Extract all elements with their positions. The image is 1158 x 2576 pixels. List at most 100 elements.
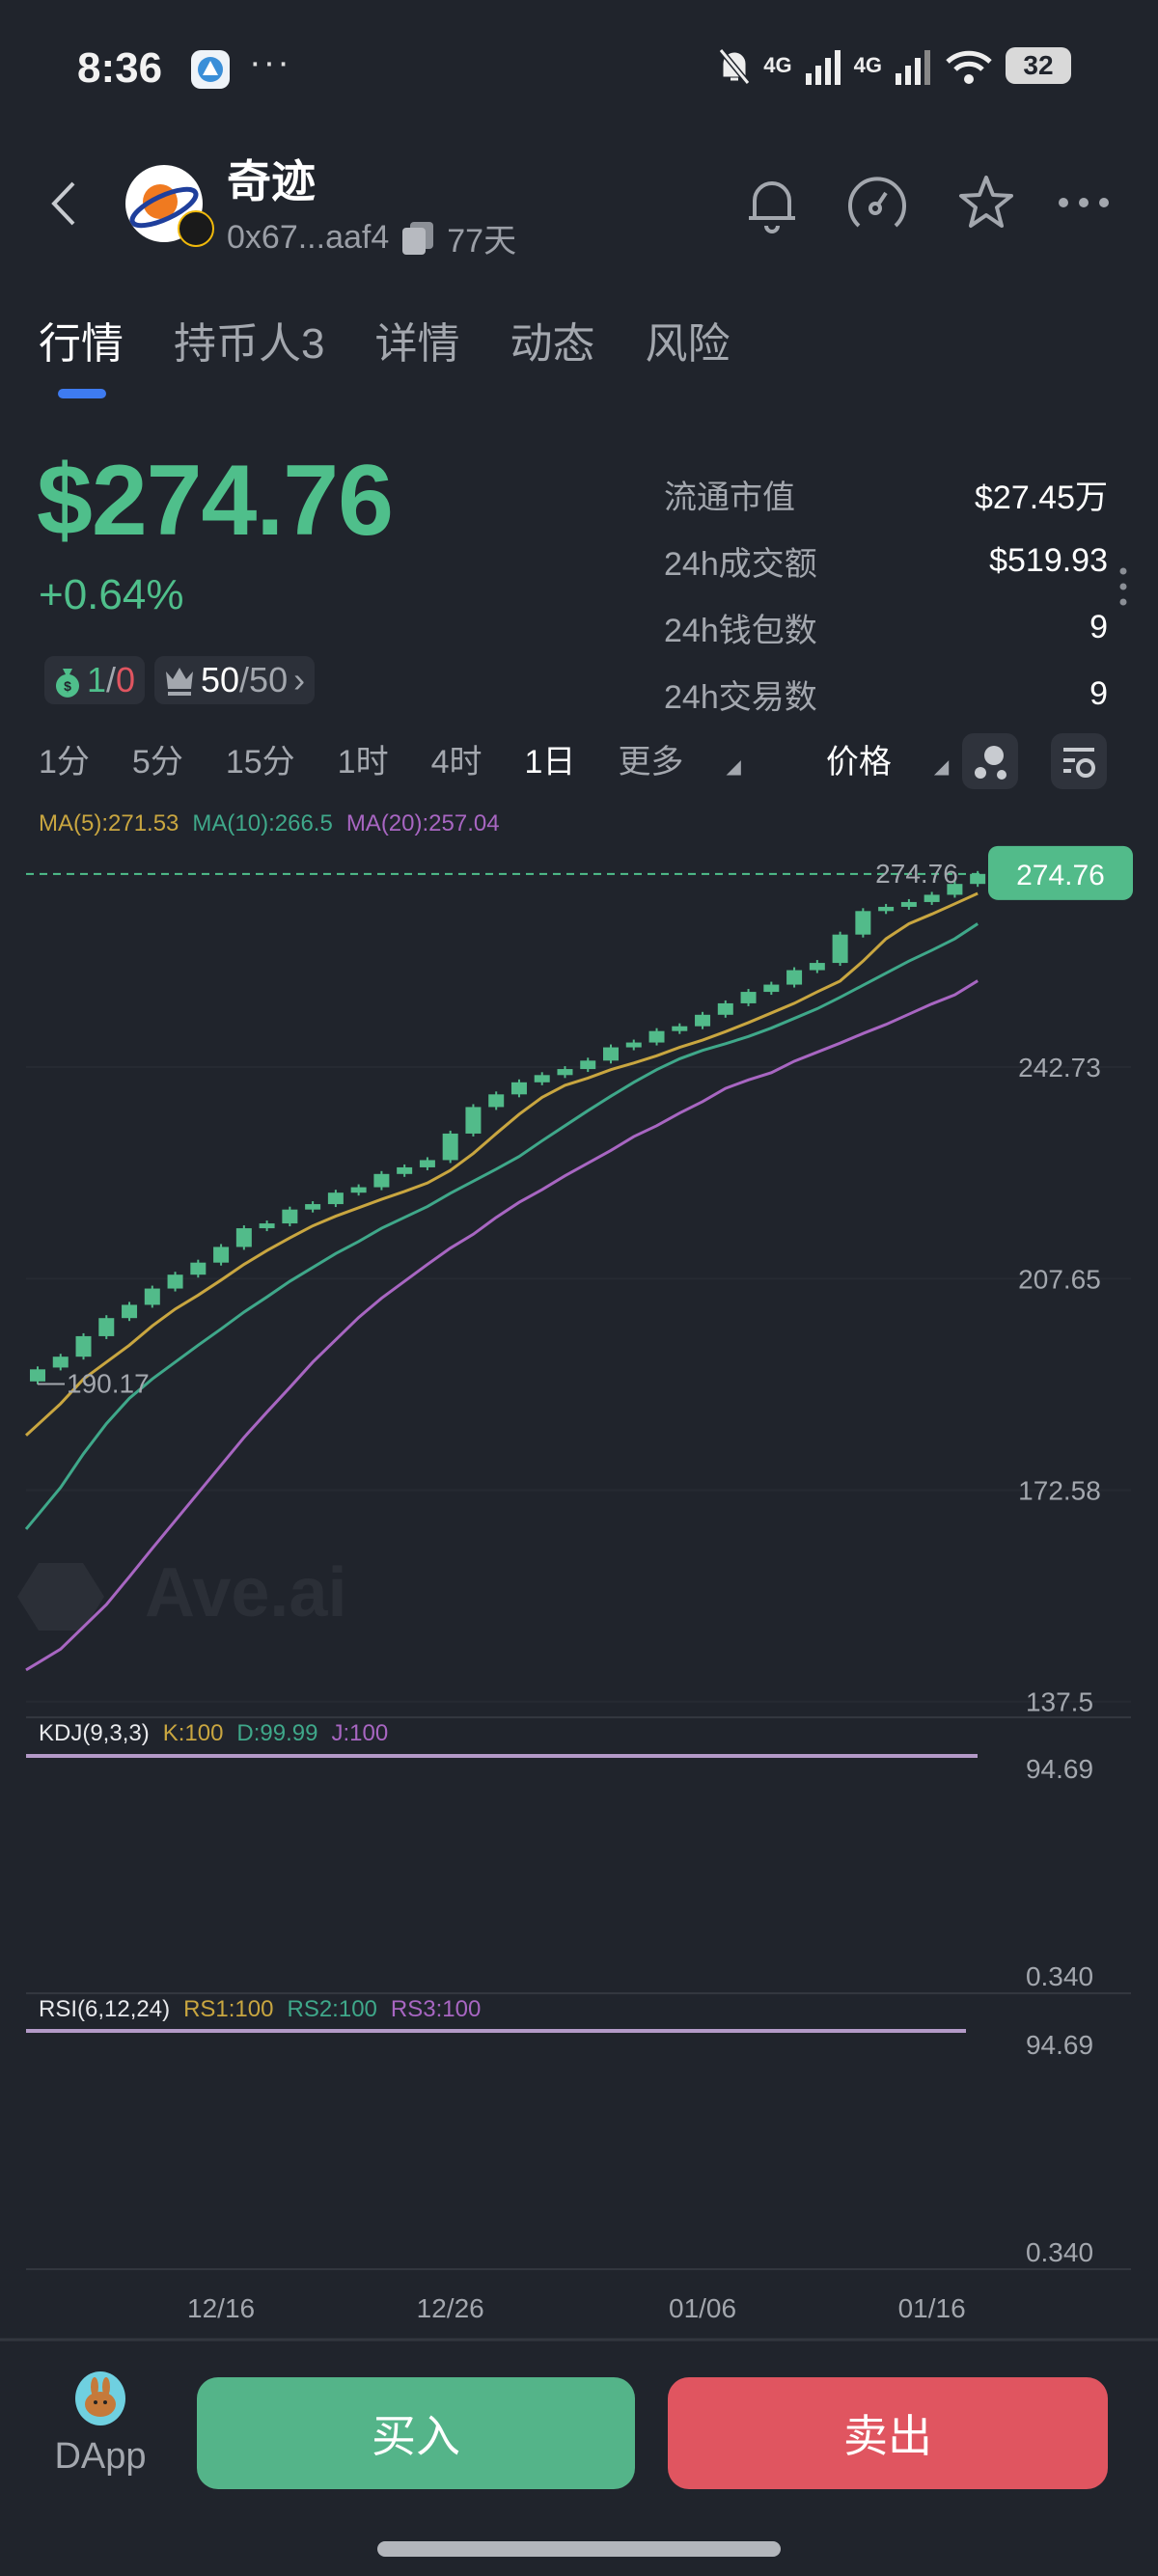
candle-body bbox=[648, 1030, 665, 1043]
stats-panel: 流通市值 $27.45万 24h成交额 $519.93 24h钱包数 9 24h交易数… bbox=[664, 461, 1108, 727]
candle-body bbox=[465, 1107, 482, 1134]
candle bbox=[213, 1244, 230, 1266]
back-icon[interactable] bbox=[46, 179, 81, 228]
candle-body bbox=[52, 1357, 69, 1368]
signal-icon bbox=[805, 50, 841, 85]
status-icons: 4G 4G 32 bbox=[717, 46, 1071, 85]
current-price: $274.76 bbox=[37, 445, 394, 557]
candle-body bbox=[832, 934, 848, 964]
candle bbox=[786, 967, 803, 988]
bell-icon[interactable] bbox=[743, 174, 801, 235]
candle-body bbox=[947, 884, 963, 895]
ma5-line bbox=[24, 891, 979, 1437]
more-icon[interactable] bbox=[1056, 193, 1112, 212]
last-price-inline-label: 274.76 bbox=[875, 859, 958, 889]
stat-trades: 24h交易数 9 bbox=[664, 661, 1108, 727]
token-address: 0x67...aaf4 bbox=[227, 219, 390, 256]
home-indicator[interactable] bbox=[377, 2541, 781, 2557]
indicator-style-button[interactable] bbox=[962, 733, 1018, 789]
candle-body bbox=[419, 1160, 435, 1167]
top-holders-b: /50 bbox=[239, 660, 289, 699]
candle bbox=[30, 1366, 45, 1384]
ma-legend: MA(5):271.53 MA(10):266.5 MA(20):257.04 bbox=[39, 810, 500, 837]
status-time: 8:36 bbox=[77, 44, 163, 92]
candle-body bbox=[282, 1209, 298, 1224]
token-name: 奇迹 bbox=[227, 156, 316, 206]
kdj-y-tick-label: 0.340 bbox=[1026, 1961, 1093, 1991]
dapp-button[interactable]: DApp bbox=[50, 2371, 151, 2478]
candle bbox=[75, 1332, 92, 1360]
tab-risk[interactable]: 风险 bbox=[645, 320, 731, 368]
tab-activity[interactable]: 动态 bbox=[510, 320, 595, 368]
tab-holders[interactable]: 持币人3 bbox=[174, 320, 325, 368]
candle-body bbox=[557, 1069, 573, 1076]
dropdown-corner-icon: ◢ bbox=[726, 756, 741, 778]
bell-muted-icon bbox=[718, 48, 751, 85]
candle bbox=[510, 1079, 527, 1098]
candle-body bbox=[878, 906, 895, 912]
candle-body bbox=[259, 1223, 275, 1229]
candle bbox=[832, 931, 848, 967]
crown-top-icon bbox=[166, 668, 193, 696]
candle-body bbox=[510, 1082, 527, 1095]
candle-body bbox=[672, 1026, 688, 1031]
ma20-line bbox=[25, 979, 979, 1672]
sell-button[interactable]: 卖出 bbox=[668, 2377, 1108, 2489]
y-tick-label: 242.73 bbox=[1018, 1053, 1101, 1082]
chain-badge-icon bbox=[178, 210, 214, 247]
gauge-icon[interactable] bbox=[845, 174, 909, 235]
money-badge-sep: / bbox=[106, 660, 117, 699]
token-address-row: 0x67...aaf4 77天 bbox=[227, 214, 516, 261]
tab-market[interactable]: 行情 bbox=[39, 320, 124, 368]
candle-body bbox=[213, 1247, 230, 1263]
timeframe-1h[interactable]: 1时 bbox=[337, 744, 389, 781]
stat-label: 24h成交额 bbox=[664, 546, 817, 583]
money-badge[interactable]: $ 1/0 bbox=[44, 656, 146, 704]
stat-wallets: 24h钱包数 9 bbox=[664, 594, 1108, 661]
ma20-legend: MA(20):257.04 bbox=[345, 810, 500, 836]
candle-body bbox=[900, 901, 917, 907]
star-icon[interactable] bbox=[955, 172, 1017, 233]
timeframe-1m[interactable]: 1分 bbox=[39, 744, 90, 781]
tab-details[interactable]: 详情 bbox=[374, 320, 460, 368]
money-bag-icon: $ bbox=[56, 669, 79, 698]
copy-icon[interactable] bbox=[400, 220, 435, 257]
top-holders-badge[interactable]: 50/50 › bbox=[154, 656, 316, 704]
stat-label: 24h钱包数 bbox=[664, 613, 817, 649]
candle-body bbox=[580, 1060, 596, 1070]
candle bbox=[305, 1201, 321, 1213]
more-timeframes-dropdown[interactable]: 更多 ◢ bbox=[618, 735, 783, 782]
candle-body bbox=[30, 1369, 45, 1382]
candle-body bbox=[717, 1002, 733, 1015]
timeframe-15m[interactable]: 15分 bbox=[225, 744, 295, 781]
dropdown-corner-icon: ◢ bbox=[933, 756, 950, 778]
kdj-k: K:100 bbox=[162, 1720, 224, 1746]
candle bbox=[282, 1206, 298, 1227]
y-tick-label: 137.5 bbox=[1026, 1687, 1093, 1717]
chart-settings-button[interactable] bbox=[1051, 733, 1107, 789]
ma5-legend: MA(5):271.53 bbox=[39, 810, 179, 836]
rsi-rs2: RS2:100 bbox=[287, 1996, 377, 2022]
candle bbox=[235, 1225, 252, 1250]
kdj-legend: KDJ(9,3,3) K:100 D:99.99 J:100 bbox=[39, 1720, 388, 1747]
price-mode-dropdown[interactable]: 价格 ◢ bbox=[826, 735, 991, 782]
candle bbox=[878, 903, 895, 915]
money-badge-b: 0 bbox=[116, 660, 136, 699]
candle bbox=[465, 1104, 482, 1137]
candle-body bbox=[534, 1075, 550, 1082]
timeframe-1d[interactable]: 1日 bbox=[524, 744, 576, 781]
timeframe-5m[interactable]: 5分 bbox=[131, 744, 183, 781]
kdj-label: KDJ(9,3,3) bbox=[39, 1720, 150, 1746]
last-price-tag-text: 274.76 bbox=[1016, 860, 1105, 891]
timeframe-4h[interactable]: 4时 bbox=[430, 744, 482, 781]
candle bbox=[167, 1272, 183, 1292]
battery-indicator: 32 bbox=[1006, 47, 1071, 84]
candle bbox=[327, 1190, 344, 1208]
vertical-more-icon[interactable] bbox=[1117, 565, 1129, 608]
buy-button[interactable]: 买入 bbox=[197, 2377, 635, 2489]
candle bbox=[419, 1157, 435, 1170]
rsi-y-tick-label: 94.69 bbox=[1026, 2030, 1093, 2060]
svg-text:$: $ bbox=[64, 678, 71, 694]
candle-body bbox=[625, 1042, 642, 1048]
